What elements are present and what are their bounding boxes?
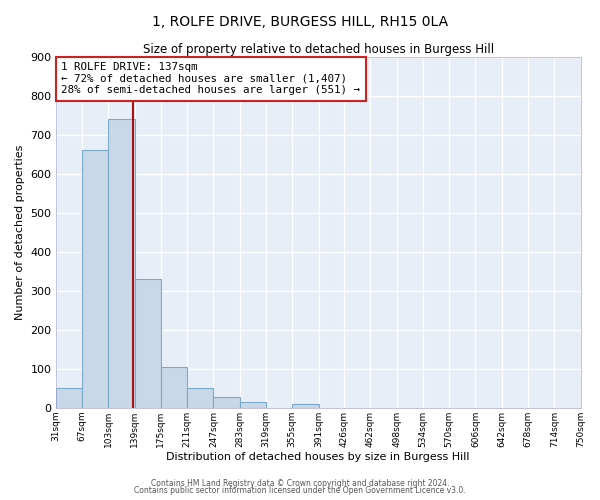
Text: 1 ROLFE DRIVE: 137sqm
← 72% of detached houses are smaller (1,407)
28% of semi-d: 1 ROLFE DRIVE: 137sqm ← 72% of detached … [61,62,360,95]
Y-axis label: Number of detached properties: Number of detached properties [15,144,25,320]
Bar [56,388,82,408]
Bar [109,119,134,408]
Bar [292,404,319,408]
Bar [187,388,214,408]
Bar [240,402,266,408]
Text: Contains HM Land Registry data © Crown copyright and database right 2024.: Contains HM Land Registry data © Crown c… [151,478,449,488]
Text: Contains public sector information licensed under the Open Government Licence v3: Contains public sector information licen… [134,486,466,495]
Bar [161,367,187,408]
Bar [82,150,109,408]
Bar [134,279,161,408]
X-axis label: Distribution of detached houses by size in Burgess Hill: Distribution of detached houses by size … [166,452,470,462]
Text: 1, ROLFE DRIVE, BURGESS HILL, RH15 0LA: 1, ROLFE DRIVE, BURGESS HILL, RH15 0LA [152,15,448,29]
Bar [214,398,240,408]
Title: Size of property relative to detached houses in Burgess Hill: Size of property relative to detached ho… [143,42,494,56]
